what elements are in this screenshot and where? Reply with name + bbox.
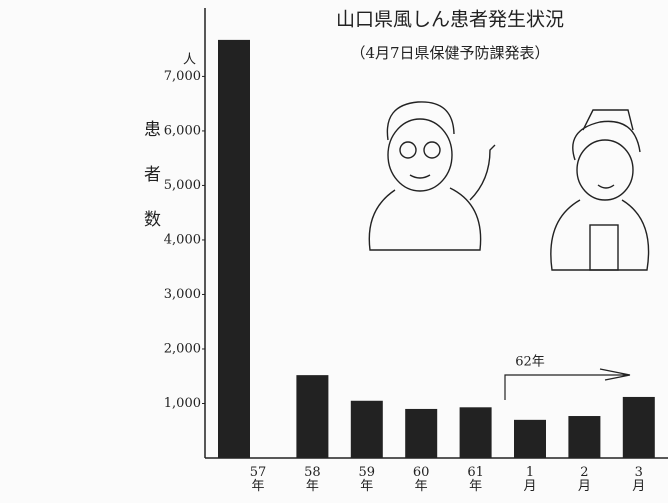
x-tick-label: 58年 xyxy=(304,465,321,494)
annotation-bracket xyxy=(504,368,631,400)
y-tick-label: 2,000 xyxy=(164,341,201,356)
x-tick-label: 3月 xyxy=(632,465,646,494)
bar xyxy=(350,400,383,458)
x-tick-label: 61年 xyxy=(467,465,484,494)
bar xyxy=(296,375,329,458)
x-tick-label: 57年 xyxy=(249,465,267,494)
y-tick-label: 6,000 xyxy=(164,123,201,138)
y-tick-label: 7,000 xyxy=(164,69,201,84)
y-axis-title: 患者数 xyxy=(140,120,160,255)
x-tick-label: 1月 xyxy=(523,465,537,494)
chart-title: 山口県風しん患者発生状況 xyxy=(336,9,564,31)
y-tick-label: 5,000 xyxy=(164,178,201,193)
illustration xyxy=(368,101,650,271)
x-tick-label: 2月 xyxy=(577,465,591,494)
bar xyxy=(622,396,655,458)
annotation: 62年 xyxy=(515,355,545,370)
y-unit: 人 xyxy=(183,53,196,68)
bar xyxy=(568,416,601,458)
chart-subtitle: （4月7日県保健予防課発表） xyxy=(350,44,549,62)
bar xyxy=(218,39,250,458)
bar xyxy=(405,408,438,458)
x-tick-label: 60年 xyxy=(412,465,430,494)
y-tick-label: 3,000 xyxy=(164,287,201,302)
bar xyxy=(514,419,546,458)
x-tick-label: 59年 xyxy=(358,465,376,494)
bar xyxy=(459,407,492,458)
y-tick-label: 1,000 xyxy=(164,396,201,411)
y-tick-label: 4,000 xyxy=(164,232,201,247)
